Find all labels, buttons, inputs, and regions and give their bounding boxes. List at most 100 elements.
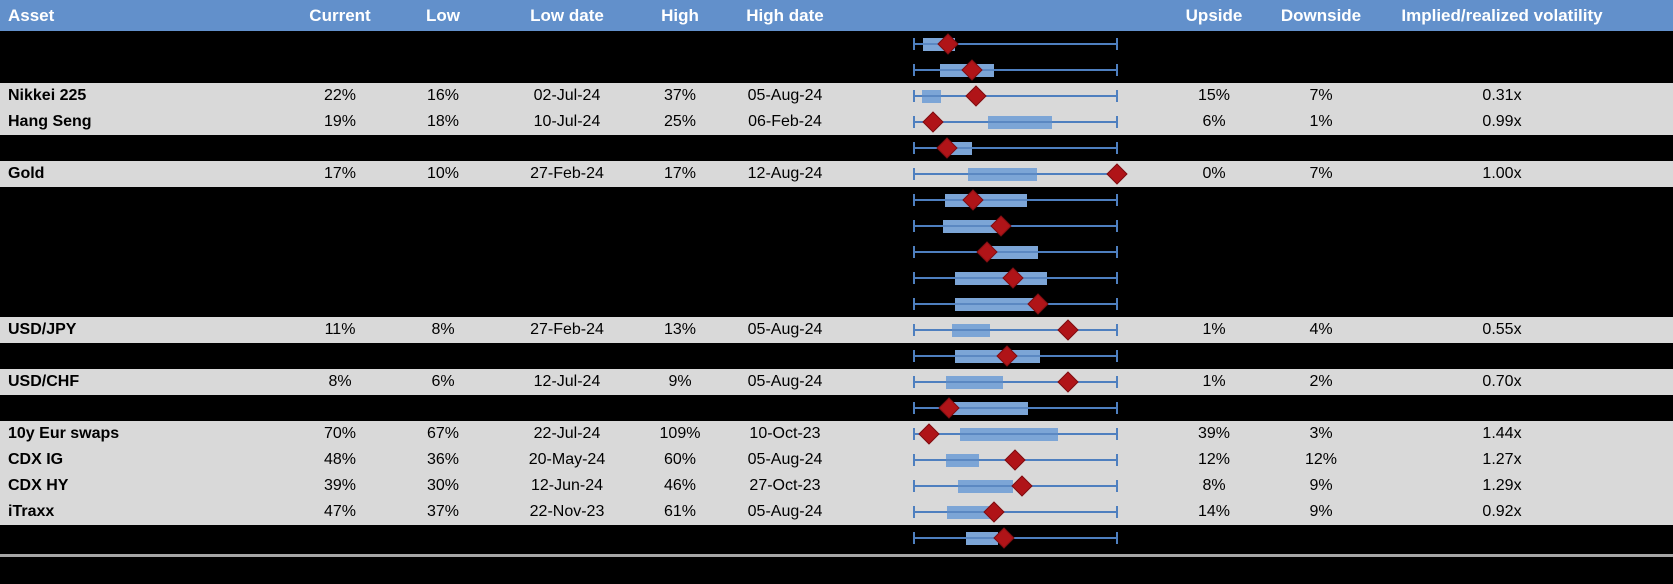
whisker-right-cap-icon	[1116, 376, 1118, 388]
downside-cell: 7%	[1309, 87, 1333, 104]
low-cell: 36%	[426, 451, 460, 468]
range-plot	[913, 499, 1118, 525]
header-right-pad	[1642, 0, 1673, 31]
low-cell	[390, 187, 496, 213]
header-low: Low	[426, 5, 460, 25]
upside-cell: 39%	[1197, 425, 1231, 442]
whisker-left-cap-icon	[913, 194, 915, 206]
high-date-cell	[722, 213, 848, 239]
asset-cell	[0, 57, 290, 83]
upside-cell: 12%	[1197, 451, 1231, 468]
upside-cell	[1148, 291, 1280, 317]
whisker-left-cap-icon	[913, 272, 915, 284]
range-whisker-line	[913, 69, 1118, 71]
table-row	[0, 187, 1673, 213]
table-row: Gold 17% 10% 27-Feb-24 17% 12-Aug-24 0% …	[0, 161, 1673, 187]
high-cell	[638, 395, 722, 421]
range-plot-cell	[848, 421, 1148, 447]
downside-cell	[1280, 135, 1362, 161]
low-date-cell: 10-Jul-24	[533, 113, 601, 130]
downside-cell: 9%	[1309, 477, 1333, 494]
high-cell	[638, 57, 722, 83]
high-cell: 17%	[663, 165, 697, 182]
upside-cell	[1148, 265, 1280, 291]
low-date-cell: 12-Jun-24	[530, 477, 604, 494]
asset-cell: Gold	[8, 165, 45, 182]
high-date-cell	[722, 135, 848, 161]
implied-realized-volatility-cell	[1362, 525, 1642, 551]
whisker-right-cap-icon	[1116, 220, 1118, 232]
current-cell	[290, 291, 390, 317]
whisker-right-cap-icon	[1116, 90, 1118, 102]
range-plot	[913, 161, 1128, 187]
low-cell: 16%	[426, 87, 460, 104]
range-plot	[913, 395, 1118, 421]
asset-cell	[0, 395, 290, 421]
current-marker-diamond-icon	[1057, 319, 1079, 341]
upside-cell	[1148, 525, 1280, 551]
current-cell: 22%	[323, 87, 357, 104]
implied-realized-volatility-cell	[1362, 239, 1642, 265]
low-cell: 30%	[426, 477, 460, 494]
implied-realized-volatility-cell: 0.55x	[1482, 321, 1522, 338]
high-date-cell	[722, 57, 848, 83]
high-date-cell: 12-Aug-24	[747, 165, 823, 182]
asset-cell: Nikkei 225	[8, 87, 87, 104]
implied-realized-volatility-cell	[1362, 31, 1642, 57]
range-plot-cell	[848, 213, 1148, 239]
current-cell: 47%	[323, 503, 357, 520]
whisker-right-cap-icon	[1116, 428, 1118, 440]
whisker-left-cap-icon	[913, 298, 915, 310]
range-box	[951, 323, 991, 337]
range-box	[944, 193, 1027, 207]
row-right-pad	[1642, 135, 1673, 161]
range-plot-cell	[848, 343, 1148, 369]
whisker-right-cap-icon	[1116, 350, 1118, 362]
row-right-pad	[1642, 57, 1673, 83]
current-marker-diamond-icon	[918, 423, 940, 445]
range-plot-cell	[848, 317, 1148, 343]
low-date-cell: 27-Feb-24	[530, 165, 604, 182]
range-plot	[913, 317, 1118, 343]
high-cell	[638, 187, 722, 213]
low-date-cell	[496, 187, 638, 213]
upside-cell	[1148, 187, 1280, 213]
table-row: Nikkei 225 22% 16% 02-Jul-24 37% 05-Aug-…	[0, 83, 1673, 109]
current-cell: 11%	[324, 321, 356, 338]
upside-cell: 14%	[1197, 503, 1231, 520]
range-whisker-line	[913, 225, 1118, 227]
whisker-right-cap-icon	[1116, 194, 1118, 206]
whisker-right-cap-icon	[1116, 246, 1118, 258]
range-box	[958, 479, 1014, 493]
whisker-left-cap-icon	[913, 350, 915, 362]
downside-cell: 3%	[1309, 425, 1333, 442]
range-box	[966, 531, 999, 545]
range-plot	[913, 265, 1118, 291]
downside-cell	[1280, 525, 1362, 551]
current-cell	[290, 31, 390, 57]
current-cell: 70%	[323, 425, 357, 442]
implied-realized-volatility-cell: 1.27x	[1482, 451, 1522, 468]
low-date-cell: 12-Jul-24	[533, 373, 601, 390]
high-date-cell	[722, 31, 848, 57]
range-plot	[913, 187, 1118, 213]
whisker-left-cap-icon	[913, 428, 915, 440]
whisker-right-cap-icon	[1116, 402, 1118, 414]
whisker-right-cap-icon	[1116, 532, 1118, 544]
range-whisker-line	[913, 511, 1118, 513]
table-row: USD/CHF 8% 6% 12-Jul-24 9% 05-Aug-24 1% …	[0, 369, 1673, 395]
range-plot	[913, 57, 1118, 83]
current-marker-diamond-icon	[1057, 371, 1079, 393]
low-cell	[390, 135, 496, 161]
range-whisker-line	[913, 537, 1118, 539]
range-plot-cell	[848, 135, 1148, 161]
header-upside: Upside	[1185, 5, 1243, 25]
range-plot-cell	[848, 57, 1148, 83]
upside-cell	[1148, 343, 1280, 369]
low-cell: 6%	[431, 373, 455, 390]
low-date-cell: 27-Feb-24	[530, 321, 604, 338]
high-cell	[638, 31, 722, 57]
high-date-cell: 05-Aug-24	[747, 373, 823, 390]
upside-cell	[1148, 57, 1280, 83]
range-box	[968, 167, 1037, 181]
